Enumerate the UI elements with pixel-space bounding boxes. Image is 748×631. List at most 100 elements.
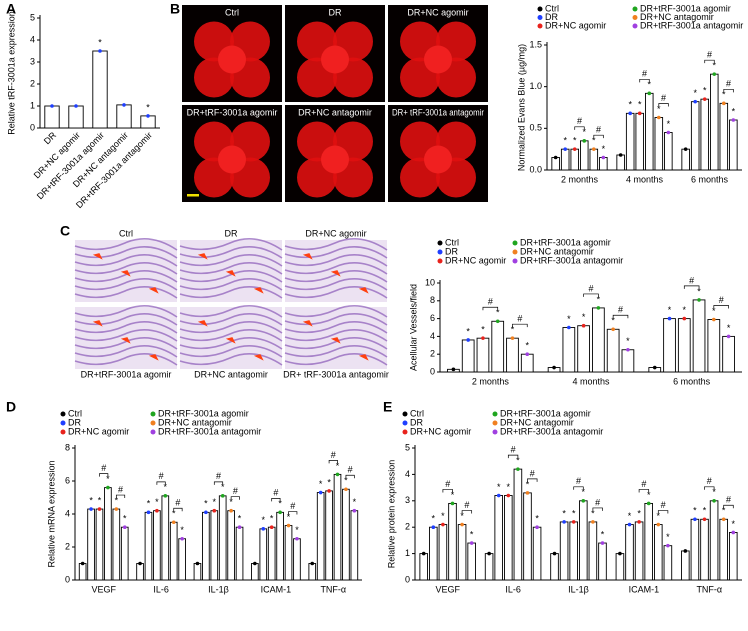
comparison-label: # bbox=[707, 476, 712, 486]
bar bbox=[438, 524, 448, 581]
significance-marker: * bbox=[213, 497, 217, 507]
bar bbox=[78, 563, 87, 581]
significance-marker: * bbox=[336, 461, 340, 471]
y-tick-label: 0.5 bbox=[529, 123, 542, 133]
data-dot bbox=[327, 489, 331, 493]
data-dot bbox=[572, 147, 577, 151]
y-tick-label: 1.0 bbox=[529, 81, 542, 91]
significance-marker: * bbox=[693, 506, 697, 516]
bar bbox=[719, 102, 729, 171]
bar bbox=[104, 487, 112, 581]
bar bbox=[325, 490, 333, 581]
data-dot bbox=[441, 522, 445, 527]
comparison-bracket bbox=[574, 126, 585, 130]
vessel bbox=[74, 329, 178, 342]
significance-marker: * bbox=[89, 495, 93, 505]
arrow bbox=[197, 253, 208, 260]
comparison-bracket bbox=[723, 88, 734, 93]
legend-swatch bbox=[437, 240, 443, 246]
data-dot bbox=[487, 551, 491, 556]
comparison-label: # bbox=[233, 486, 238, 496]
legend-label: DR+tRF-3001a agomir bbox=[520, 237, 611, 247]
bar bbox=[461, 339, 475, 373]
bar bbox=[634, 521, 644, 581]
retina-center bbox=[424, 145, 452, 174]
data-dot bbox=[469, 541, 474, 545]
data-dot bbox=[571, 520, 576, 524]
data-dot bbox=[682, 316, 687, 321]
data-dot bbox=[553, 155, 558, 160]
comparison-bracket bbox=[230, 496, 240, 500]
data-dot bbox=[495, 319, 500, 324]
comparison-bracket bbox=[156, 481, 166, 485]
legend-label: DR+tRF-3001a antagomir bbox=[640, 20, 743, 30]
comparison-label: # bbox=[661, 500, 666, 510]
data-dot bbox=[702, 97, 707, 101]
comparison-label: # bbox=[464, 500, 469, 510]
y-tick-label: 0 bbox=[65, 574, 70, 584]
bar bbox=[284, 525, 293, 581]
comparison-bracket bbox=[288, 511, 298, 515]
bar bbox=[625, 524, 634, 581]
bar bbox=[504, 495, 513, 581]
legend-label: DR+NC antagomir bbox=[520, 246, 594, 256]
vessel bbox=[74, 305, 178, 318]
significance-marker: * bbox=[496, 308, 500, 318]
comparison-label: # bbox=[101, 463, 106, 473]
x-tick-label: 6 months bbox=[691, 174, 729, 184]
vessel bbox=[179, 262, 283, 275]
vessel bbox=[74, 337, 178, 350]
data-dot bbox=[627, 522, 632, 527]
comparison-label: # bbox=[689, 275, 694, 285]
data-dot bbox=[666, 543, 670, 548]
bar bbox=[112, 508, 121, 581]
legend-swatch bbox=[402, 420, 408, 426]
significance-marker: * bbox=[657, 511, 661, 521]
bar bbox=[202, 511, 210, 581]
image-label: DR+NC antagomir bbox=[298, 107, 372, 117]
significance-marker: * bbox=[319, 479, 323, 489]
y-tick-label: 3 bbox=[405, 495, 410, 505]
significance-marker: * bbox=[628, 511, 632, 521]
panel-letter: C bbox=[60, 223, 70, 239]
y-tick-label: 8 bbox=[65, 442, 70, 452]
significance-marker: * bbox=[278, 499, 282, 509]
x-tick-label: 6 months bbox=[673, 376, 711, 386]
significance-marker: * bbox=[572, 508, 576, 518]
x-tick-label: IL-6 bbox=[153, 584, 169, 594]
significance-marker: * bbox=[204, 499, 208, 509]
data-dot bbox=[637, 111, 642, 116]
vessel bbox=[284, 238, 388, 251]
significance-marker: * bbox=[525, 341, 529, 351]
comparison-bracket bbox=[213, 481, 224, 485]
x-tick-label: ICAM-1 bbox=[261, 584, 292, 594]
vessel bbox=[284, 254, 388, 267]
significance-marker: * bbox=[563, 136, 567, 146]
vessel bbox=[179, 254, 283, 267]
y-tick-label: 1 bbox=[30, 100, 35, 110]
retina-center bbox=[321, 145, 349, 174]
bar bbox=[681, 550, 690, 581]
image-label: Ctrl bbox=[225, 7, 239, 17]
y-tick-label: 4 bbox=[405, 469, 410, 479]
significance-marker: * bbox=[535, 514, 539, 524]
y-tick-label: 5 bbox=[30, 12, 35, 22]
legend-label: DR+tRF-3001a antagomir bbox=[500, 426, 603, 436]
legend-swatch bbox=[402, 429, 408, 435]
y-tick-label: 4 bbox=[430, 331, 435, 341]
legend-swatch bbox=[150, 420, 156, 426]
data-dot bbox=[596, 306, 601, 310]
bar bbox=[690, 101, 700, 171]
vessel bbox=[74, 262, 178, 275]
data-dot bbox=[683, 147, 688, 151]
data-dot bbox=[525, 352, 530, 357]
significance-marker: * bbox=[98, 37, 102, 47]
data-dot bbox=[352, 508, 357, 513]
bar bbox=[719, 518, 728, 581]
data-dot bbox=[683, 549, 688, 553]
vessel bbox=[284, 278, 388, 291]
arrow bbox=[330, 337, 341, 344]
bar bbox=[333, 473, 342, 581]
vessel bbox=[179, 270, 283, 283]
